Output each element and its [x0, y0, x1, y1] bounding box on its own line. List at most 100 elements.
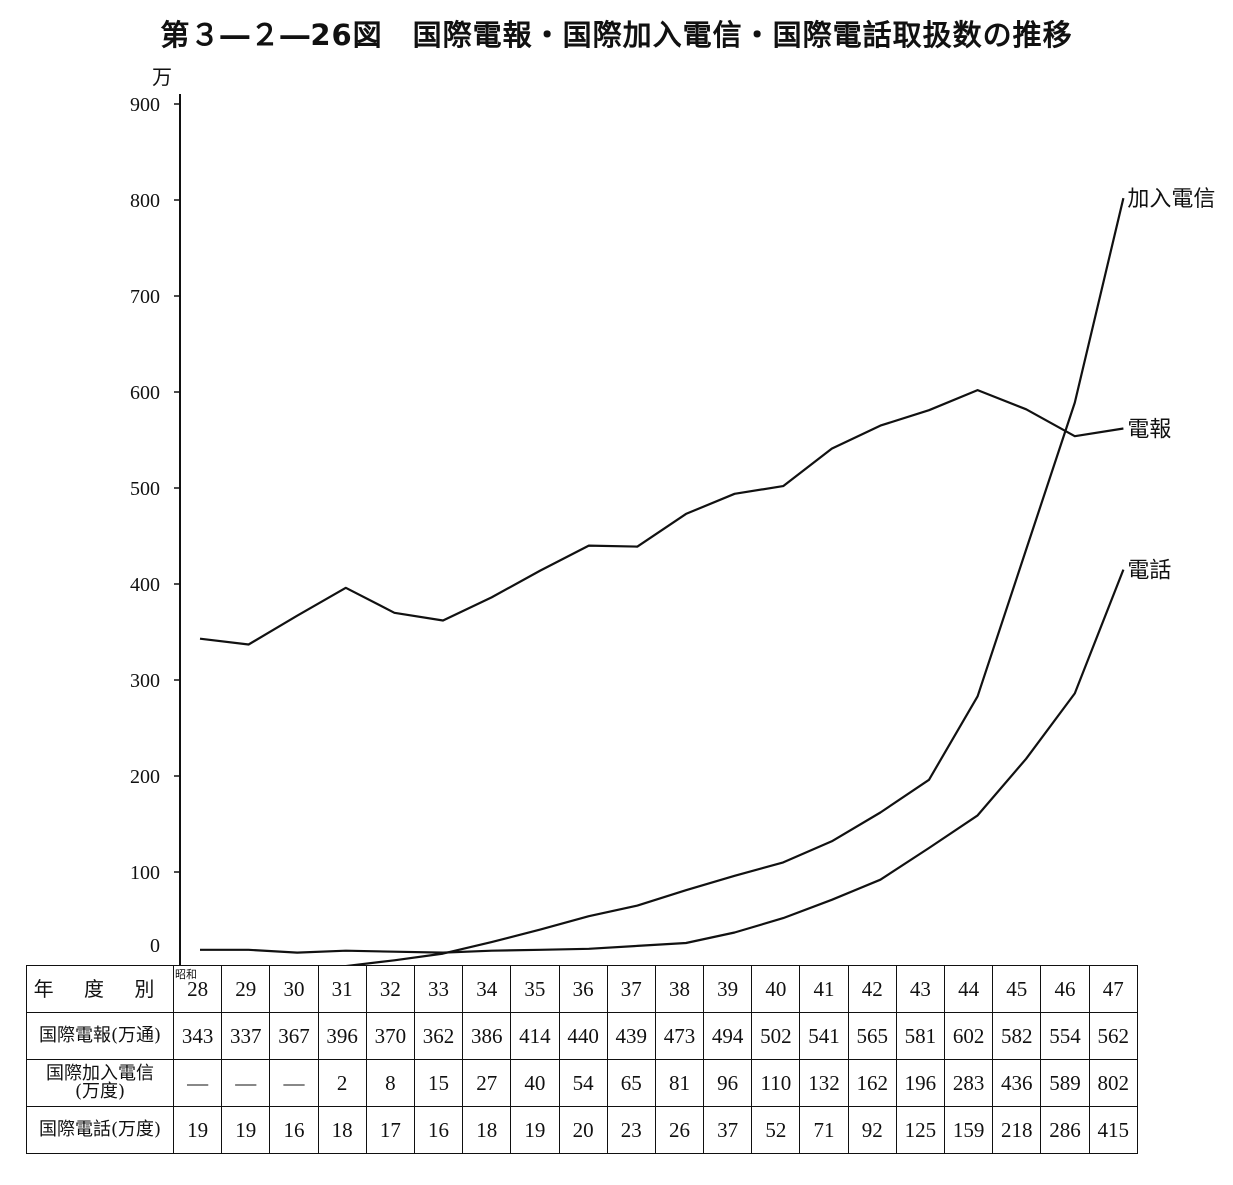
year-cell: 34: [462, 965, 512, 1013]
year-cell: 37: [606, 965, 656, 1013]
y-tick-label: 800: [130, 190, 160, 212]
series-label-2: 電話: [1127, 559, 1171, 584]
series-label-0: 電報: [1127, 417, 1171, 442]
row-header-telex: 国際加入電信 (万度): [26, 1059, 174, 1107]
series-line-1: [345, 197, 1125, 965]
telephone-cell: 71: [799, 1106, 849, 1154]
telegram-cell: 554: [1040, 1012, 1090, 1060]
year-cell: 44: [943, 965, 994, 1013]
telephone-cell: 23: [606, 1106, 656, 1154]
telegram-cell: 343: [172, 1012, 223, 1060]
telegram-cell: 581: [895, 1012, 946, 1060]
year-cell: 29: [221, 965, 271, 1013]
telegram-cell: 396: [317, 1012, 367, 1060]
year-cell: 39: [703, 965, 753, 1013]
telex-cell: —: [172, 1059, 223, 1107]
series-lines: [199, 197, 1125, 965]
telephone-cell: 16: [269, 1106, 319, 1154]
telex-cell: 162: [847, 1059, 897, 1107]
telegram-cell: 440: [558, 1012, 608, 1060]
era-note: 昭和: [175, 968, 197, 981]
telegram-cell: 565: [847, 1012, 897, 1060]
telephone-cell: 52: [751, 1106, 801, 1154]
telephone-cell: 19: [172, 1106, 223, 1154]
series-line-0: [199, 389, 1124, 646]
telex-cell: 8: [365, 1059, 415, 1107]
telex-cell: 96: [703, 1059, 753, 1107]
chart-title: 第３―２―26図 国際電報・国際加入電信・国際電話取扱数の推移: [160, 18, 1073, 52]
telex-cell: 283: [943, 1059, 994, 1107]
telex-cell: 802: [1088, 1059, 1139, 1107]
telex-cell: 132: [799, 1059, 849, 1107]
y-axis: 万 0 100 200 300 400 500 600 700 800 900: [130, 65, 181, 965]
y-tick-label: 300: [130, 670, 160, 692]
telex-cell: —: [221, 1059, 271, 1107]
y-tick-label: 200: [130, 766, 160, 788]
telephone-cell: 19: [221, 1106, 271, 1154]
telex-cell: 54: [558, 1059, 608, 1107]
telephone-cell: 17: [365, 1106, 415, 1154]
telegram-cell: 367: [269, 1012, 319, 1060]
year-cell: 41: [799, 965, 849, 1013]
year-cell: 40: [751, 965, 801, 1013]
telegram-cell: 386: [462, 1012, 512, 1060]
telegram-cell: 562: [1088, 1012, 1139, 1060]
year-cell: 38: [654, 965, 705, 1013]
table-row-telex: 国際加入電信 (万度) — — —2 8 15 27 40 54 65 81 96 110 132 162…: [26, 1059, 1139, 1107]
year-cell: 42: [847, 965, 897, 1013]
telephone-cell: 218: [992, 1106, 1042, 1154]
telex-cell: 40: [510, 1059, 560, 1107]
telegram-cell: 439: [606, 1012, 656, 1060]
telex-cell: 196: [895, 1059, 946, 1107]
y-tick-label: 500: [130, 478, 160, 500]
y-axis-unit: 万: [152, 65, 172, 89]
year-cell: 昭和 28: [172, 965, 223, 1013]
telex-cell: —: [269, 1059, 319, 1107]
year-cell: 31: [317, 965, 367, 1013]
telegram-cell: 473: [654, 1012, 705, 1060]
telegram-cell: 337: [221, 1012, 271, 1060]
year-cell: 30: [269, 965, 319, 1013]
row-header-telegram: 国際電報(万通): [26, 1012, 174, 1060]
y-tick-label: 400: [130, 574, 160, 596]
telegram-cell: 602: [943, 1012, 994, 1060]
year-cell: 36: [558, 965, 608, 1013]
table-row-year: 年 度 別 昭和 28 29 30 31 32 33 34 35 36 37 38 39 40 41 42 43…: [26, 965, 1139, 1013]
telex-cell: 27: [462, 1059, 512, 1107]
telegram-cell: 541: [799, 1012, 849, 1060]
telegram-cell: 414: [510, 1012, 560, 1060]
year-cell: 33: [413, 965, 464, 1013]
telex-cell: 81: [654, 1059, 705, 1107]
year-cell: 47: [1088, 965, 1139, 1013]
telephone-cell: 18: [462, 1106, 512, 1154]
telephone-cell: 415: [1088, 1106, 1139, 1154]
telephone-cell: 26: [654, 1106, 705, 1154]
telex-cell: 589: [1040, 1059, 1090, 1107]
telephone-cell: 19: [510, 1106, 560, 1154]
telephone-cell: 16: [413, 1106, 464, 1154]
telegram-cell: 502: [751, 1012, 801, 1060]
telephone-cell: 20: [558, 1106, 608, 1154]
telephone-cell: 125: [895, 1106, 946, 1154]
telephone-cell: 18: [317, 1106, 367, 1154]
telephone-cell: 92: [847, 1106, 897, 1154]
row-header-telephone: 国際電話(万度): [26, 1106, 174, 1154]
telex-cell: 15: [413, 1059, 464, 1107]
telephone-cell: 286: [1040, 1106, 1090, 1154]
series-label-1: 加入電信: [1127, 187, 1215, 212]
year-cell: 46: [1040, 965, 1090, 1013]
telegram-cell: 582: [992, 1012, 1042, 1060]
year-cell: 32: [365, 965, 415, 1013]
year-cell: 45: [992, 965, 1042, 1013]
telex-cell: 110: [751, 1059, 801, 1107]
row-header-telex-line1: 国際加入電信: [46, 1063, 154, 1084]
table-row-telegram: 国際電報(万通) 343 337 367 396 370 362 386 414 440 439 4…: [26, 1012, 1139, 1060]
telex-cell: 436: [992, 1059, 1042, 1107]
row-header-year: 年 度 別: [26, 965, 174, 1013]
telegram-cell: 494: [703, 1012, 753, 1060]
y-tick-label: 600: [130, 382, 160, 404]
year-value: 28: [187, 976, 209, 1001]
y-tick-label: 700: [130, 286, 160, 308]
